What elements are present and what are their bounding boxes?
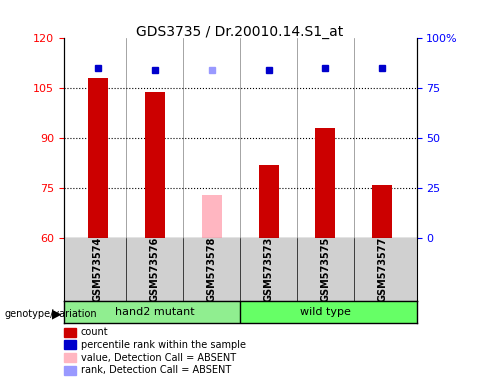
Text: GSM573578: GSM573578	[207, 237, 217, 303]
Text: wild type: wild type	[300, 307, 351, 317]
Text: GSM573575: GSM573575	[320, 237, 330, 302]
Text: GSM573574: GSM573574	[93, 237, 103, 302]
Bar	[202, 195, 221, 238]
Text: GSM573577: GSM573577	[377, 237, 388, 302]
Text: value, Detection Call = ABSENT: value, Detection Call = ABSENT	[81, 353, 236, 362]
Text: percentile rank within the sample: percentile rank within the sample	[81, 340, 246, 350]
Bar	[145, 92, 165, 238]
Bar	[372, 185, 392, 238]
Text: rank, Detection Call = ABSENT: rank, Detection Call = ABSENT	[81, 365, 231, 375]
Text: count: count	[81, 327, 108, 337]
Text: GSM573576: GSM573576	[150, 237, 160, 302]
Bar	[64, 301, 240, 323]
Text: genotype/variation: genotype/variation	[5, 309, 98, 319]
Text: ▶: ▶	[52, 307, 62, 320]
Bar	[316, 128, 336, 238]
Text: GDS3735 / Dr.20010.14.S1_at: GDS3735 / Dr.20010.14.S1_at	[137, 25, 343, 39]
Bar	[259, 165, 278, 238]
Text: GSM573573: GSM573573	[264, 237, 273, 302]
Text: hand2 mutant: hand2 mutant	[115, 307, 195, 317]
Bar	[240, 301, 416, 323]
Bar	[88, 78, 108, 238]
